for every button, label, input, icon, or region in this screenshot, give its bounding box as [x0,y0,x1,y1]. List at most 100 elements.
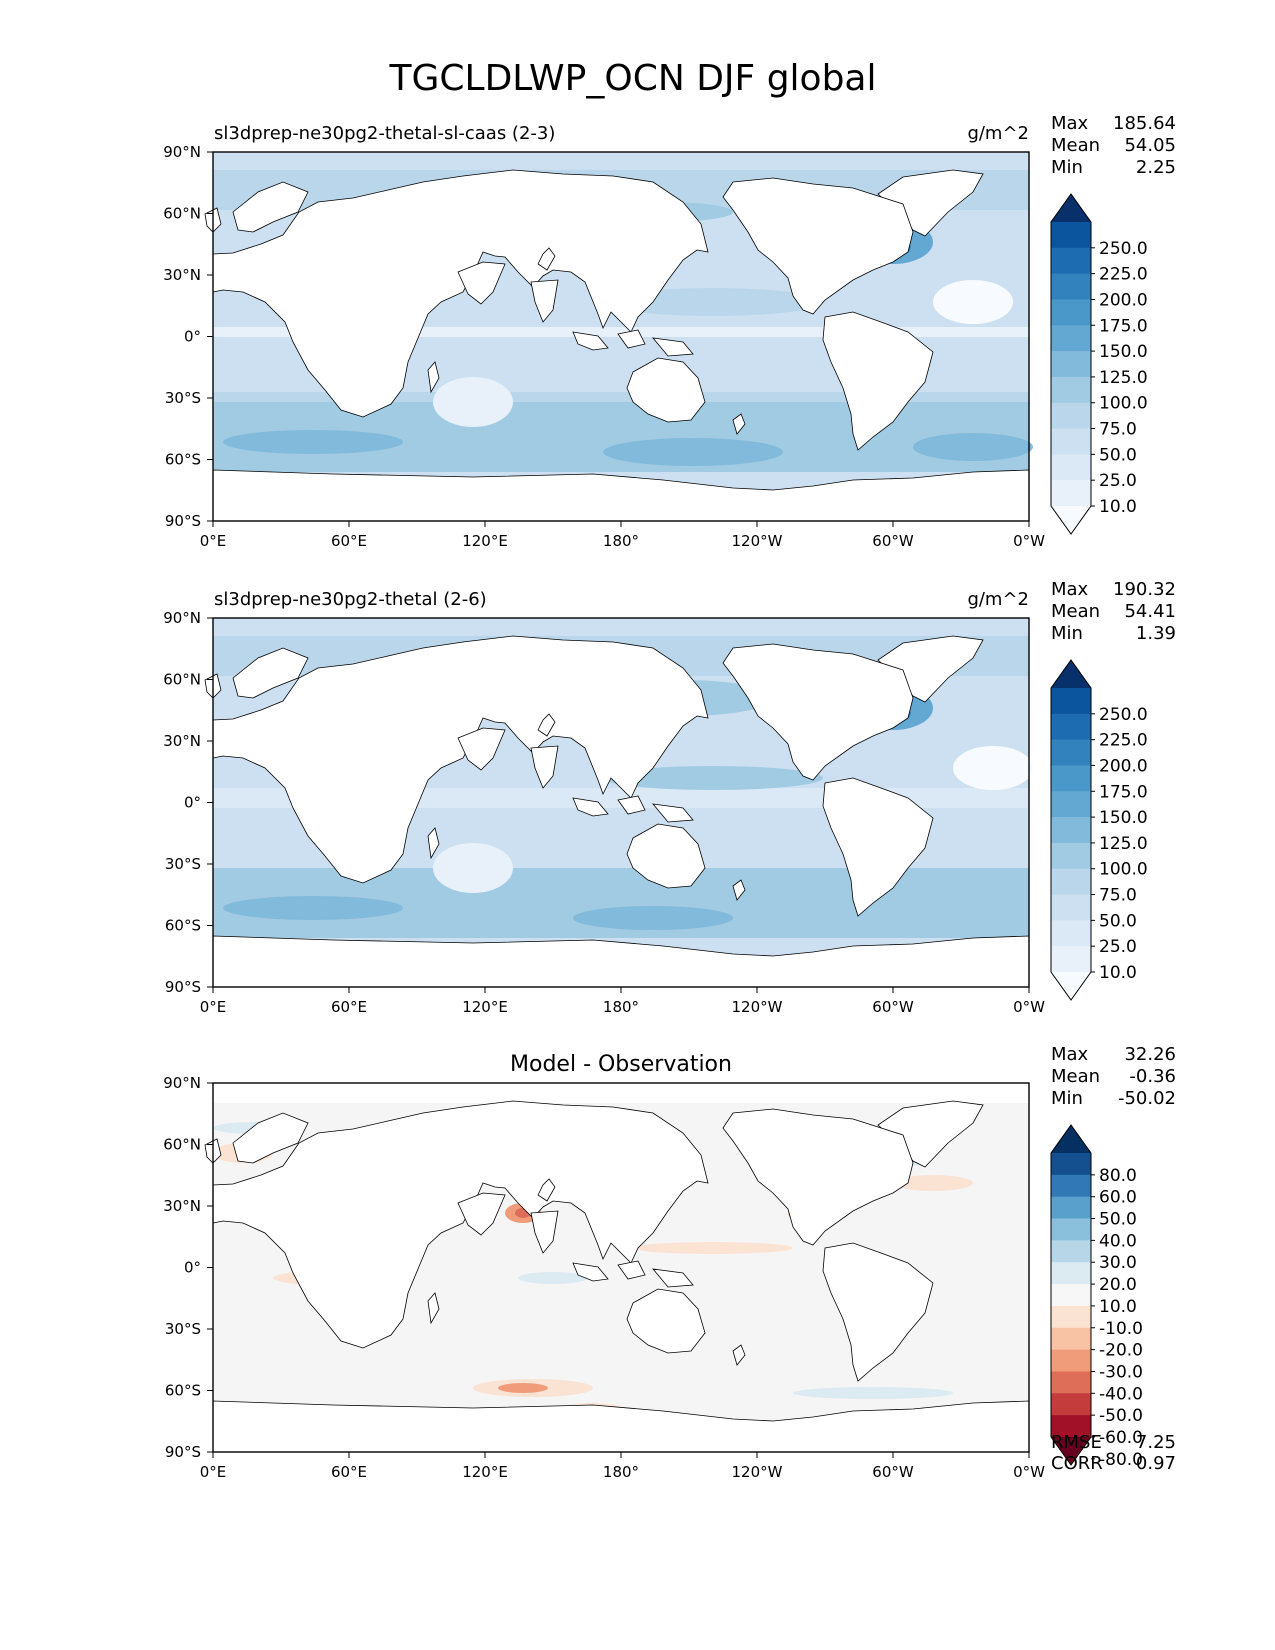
colorbar-tick-label: 175.0 [1099,316,1148,336]
lat-tick: 90°N [163,609,213,627]
colorbar-bin [1051,1349,1091,1372]
colorbar-bin [1051,894,1091,921]
colorbar-tick-label: 150.0 [1099,342,1148,362]
lon-tick: 60°E [331,1452,367,1481]
colorbar-tick-label: 250.0 [1099,705,1148,725]
stat-value: 190.32 [1113,579,1176,600]
stat-label: Mean [1051,135,1100,156]
stats-block: Max 190.32 Mean 54.41 Min 1.39 [1051,579,1176,644]
colorbar-tick-label: 25.0 [1099,937,1137,957]
svg-text:30°N: 30°N [163,732,201,750]
colorbar-bin [1051,868,1091,896]
svg-text:30°N: 30°N [163,266,201,284]
colorbar-tick-label: -20.0 [1099,1341,1143,1361]
colorbar-tick-label: -60.0 [1099,1428,1143,1448]
figure-title: TGCLDLWP_OCN DJF global [389,58,877,99]
colorbar-tick-label: 125.0 [1099,834,1148,854]
colorbar-bin [1051,946,1091,973]
svg-text:60°S: 60°S [165,451,201,469]
stat-label: Min [1051,623,1083,644]
colorbar-bin [1051,299,1091,326]
svg-text:90°S: 90°S [165,512,201,530]
colorbar-tick-label: 20.0 [1099,1275,1137,1295]
colorbar-bin [1051,713,1091,741]
colorbar-tick-label: -30.0 [1099,1362,1143,1382]
lon-tick: 0°E [200,987,226,1016]
stat-label: Min [1051,1088,1083,1109]
svg-text:0°W: 0°W [1013,532,1045,550]
panel-units: g/m^2 [967,123,1029,144]
svg-text:0°E: 0°E [200,1463,227,1481]
lon-tick: 60°W [872,521,914,550]
svg-text:120°E: 120°E [462,532,508,550]
svg-text:0°W: 0°W [1013,998,1045,1016]
lon-tick: 180° [603,987,639,1016]
colorbar-bin [1051,247,1091,275]
colorbar: 80.060.050.040.030.020.010.0-10.0-20.0-3… [1050,1124,1143,1470]
svg-text:60°E: 60°E [331,532,367,550]
lon-axis: 0°E 60°E 120°E 180° 120°W 60°W 0°W [200,987,1045,1016]
stat-label: Mean [1051,601,1100,622]
colorbar-bin [1051,842,1091,870]
lon-tick: 120°W [732,987,783,1016]
colorbar-tick-label: 175.0 [1099,782,1148,802]
lat-axis: 90°N 60°N 30°N 0° 30°S 60°S 90°S [163,143,213,530]
colorbar-tick-label: -80.0 [1099,1450,1143,1470]
lon-tick: 120°E [462,521,508,550]
colorbar-tick-label: 125.0 [1099,368,1148,388]
lat-tick: 0° [184,1259,213,1277]
stat-value: 54.05 [1124,135,1176,156]
colorbar-bin [1051,1415,1091,1438]
colorbar-tick-label: 75.0 [1099,886,1137,906]
colorbar-bin [1051,273,1091,300]
colorbar-bin [1051,791,1091,818]
score-block: RMSE 7.25 CORR 0.97 [1051,1432,1176,1474]
lat-tick: 30°S [165,1320,213,1338]
svg-text:0°: 0° [184,794,201,812]
colorbar-extend-top [1051,660,1091,688]
lat-tick: 30°N [163,732,213,750]
panel-2: 90°N 60°N 30°N 0° 30°S 60°S 90°S 0°E 60°… [163,579,1176,1016]
colorbar-bin [1051,765,1091,792]
colorbar-tick-label: 250.0 [1099,239,1148,259]
svg-text:60°E: 60°E [331,1463,367,1481]
svg-text:30°S: 30°S [165,855,201,873]
colorbar-tick-label: 100.0 [1099,394,1148,414]
lat-tick: 90°S [165,512,213,530]
colorbar-tick-label: 50.0 [1099,445,1137,465]
svg-text:0°E: 0°E [200,532,227,550]
svg-text:60°N: 60°N [163,205,201,223]
lon-tick: 0°W [1013,1452,1045,1481]
lat-tick: 0° [184,794,213,812]
colorbar-tick-label: 50.0 [1099,1210,1137,1230]
svg-text:60°W: 60°W [872,1463,914,1481]
lon-tick: 0°E [200,1452,227,1481]
svg-text:120°W: 120°W [732,998,783,1016]
stat-value: 1.39 [1136,623,1176,644]
colorbar-tick-label: 150.0 [1099,808,1148,828]
svg-text:60°E: 60°E [331,998,367,1016]
colorbar-bin [1051,1305,1091,1329]
svg-text:120°E: 120°E [462,998,508,1016]
stat-value: -0.36 [1129,1066,1176,1087]
stat-value: 2.25 [1136,157,1176,178]
colorbar-extend-bottom [1051,506,1091,534]
score-value: 0.97 [1136,1453,1176,1474]
stat-label: Max [1051,579,1089,600]
colorbar-tick-label: -40.0 [1099,1384,1143,1404]
lon-tick: 180° [603,1452,639,1481]
lat-tick: 90°N [163,1074,213,1092]
colorbar-tick-label: 10.0 [1099,497,1137,517]
colorbar-tick-label: 10.0 [1099,963,1137,983]
colorbar-tick-label: 25.0 [1099,471,1137,491]
colorbar-bin [1051,739,1091,766]
map-missing-polar [213,1083,1029,1103]
colorbar-bin [1051,222,1091,249]
colorbar-bin [1051,1153,1091,1176]
panel-1: 90°N 60°N 30°N 0° 30°S 60°S 90°S 0°E 60°… [163,113,1176,550]
lat-tick: 60°N [163,205,213,223]
svg-text:60°N: 60°N [163,671,201,689]
stat-value: -50.02 [1118,1088,1176,1109]
lon-tick: 60°E [331,521,367,550]
